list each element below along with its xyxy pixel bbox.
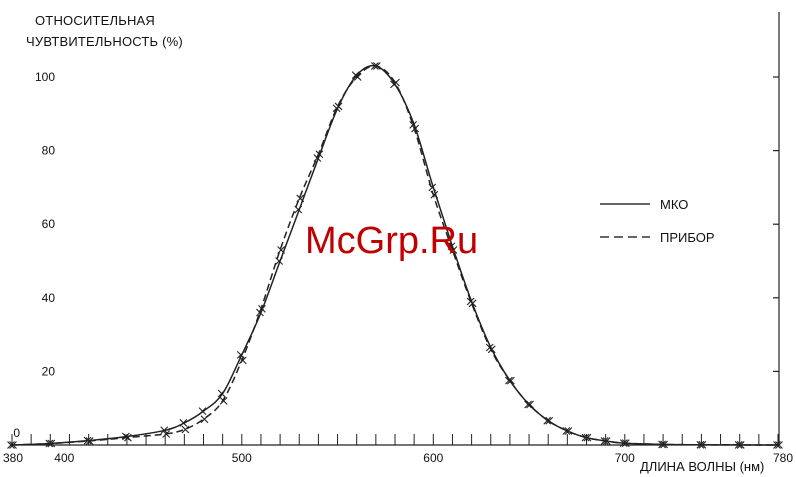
data-point-pribor — [411, 124, 420, 133]
y-axis-label: ОТНОСИТЕЛЬНАЯ ЧУВТВИТЕЛЬНОСТЬ (%) — [26, 13, 183, 49]
watermark: McGrp.Ru — [305, 220, 478, 262]
data-point-pribor — [47, 439, 56, 448]
data-point-mko — [7, 441, 15, 449]
data-point-pribor — [353, 73, 362, 81]
series-layer — [7, 62, 783, 449]
series-line-mko — [11, 64, 779, 446]
x-axis-label: ДЛИНА ВОЛНЫ (нм) — [640, 459, 764, 474]
data-point-pribor — [775, 441, 783, 449]
data-point-pribor — [334, 102, 343, 111]
legend-label-pribor: ПРИБОР — [660, 230, 715, 245]
data-point-pribor — [583, 433, 592, 442]
legend: МКО ПРИБОР — [600, 197, 715, 245]
data-point-mko — [524, 400, 532, 409]
data-point-pribor — [200, 415, 209, 424]
data-point-pribor — [660, 440, 668, 449]
data-point-pribor — [698, 440, 707, 449]
data-point-mko — [122, 432, 130, 441]
data-point-pribor — [564, 427, 573, 435]
x-tick-label-380: 380 — [3, 451, 23, 465]
x-tick-label-780: 780 — [773, 451, 793, 465]
data-point-pribor — [545, 416, 554, 425]
y-tick-label-100: 100 — [35, 70, 55, 84]
y-tick-label-40: 40 — [42, 291, 56, 305]
series-line-pribor — [11, 65, 779, 446]
y-axis-label-line-1: ОТНОСИТЕЛЬНАЯ — [35, 13, 155, 28]
data-point-mko — [179, 419, 188, 427]
legend-label-mko: МКО — [660, 197, 688, 212]
y-ticks: 0 20 40 60 80 100 — [13, 70, 779, 446]
data-point-mko — [256, 308, 264, 317]
x-tick-label-500: 500 — [232, 451, 252, 465]
data-point-pribor — [238, 356, 247, 365]
data-point-pribor — [621, 439, 630, 448]
data-point-pribor — [392, 78, 400, 87]
data-point-pribor — [124, 433, 132, 442]
data-point-mko — [313, 154, 322, 162]
x-tick-label-600: 600 — [423, 451, 443, 465]
data-point-pribor — [507, 376, 515, 385]
data-point-pribor — [296, 194, 305, 203]
data-point-mko — [160, 426, 169, 435]
data-point-mko — [773, 441, 781, 449]
data-point-pribor — [468, 299, 477, 308]
data-point-mko — [83, 436, 92, 445]
y-tick-label-20: 20 — [42, 364, 56, 378]
y-tick-label-80: 80 — [42, 144, 56, 158]
data-point-mko — [198, 407, 207, 416]
data-point-mko — [217, 389, 226, 398]
data-point-pribor — [258, 304, 266, 313]
data-point-pribor — [162, 430, 171, 438]
y-tick-label-0: 0 — [13, 426, 20, 440]
data-point-pribor — [372, 62, 381, 70]
data-point-mko — [409, 120, 418, 129]
data-point-pribor — [487, 345, 496, 354]
data-point-pribor — [430, 190, 439, 199]
y-axis-label-line-2: ЧУВТВИТЕЛЬНОСТЬ (%) — [26, 34, 183, 49]
data-point-pribor — [9, 441, 17, 449]
data-point-pribor — [85, 437, 94, 445]
data-point-mko — [505, 376, 513, 385]
x-tick-label-700: 700 — [615, 451, 635, 465]
x-tick-label-400: 400 — [54, 451, 74, 465]
data-point-pribor — [526, 400, 534, 409]
data-point-pribor — [315, 150, 324, 159]
data-point-pribor — [602, 437, 611, 445]
data-point-pribor — [736, 441, 745, 449]
data-point-pribor — [277, 246, 285, 254]
data-point-pribor — [181, 425, 190, 434]
y-tick-label-60: 60 — [42, 217, 56, 231]
data-point-pribor — [219, 396, 228, 405]
data-point-pribor — [449, 246, 458, 254]
